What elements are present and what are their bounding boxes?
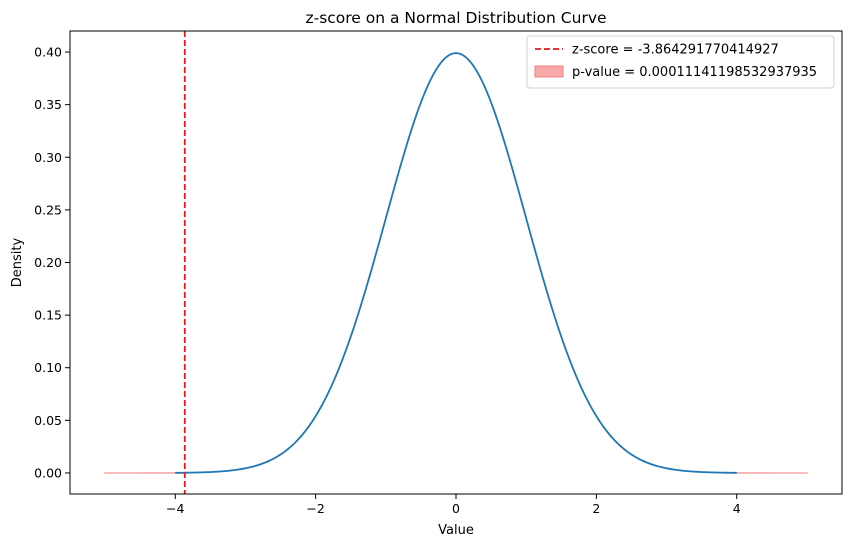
y-tick-label: 0.35 bbox=[34, 97, 62, 112]
y-tick-label: 0.10 bbox=[34, 360, 62, 375]
chart-title: z-score on a Normal Distribution Curve bbox=[305, 9, 606, 27]
y-tick-label: 0.05 bbox=[34, 413, 62, 428]
x-tick-label: 2 bbox=[592, 501, 600, 516]
y-tick-label: 0.30 bbox=[34, 150, 62, 165]
x-tick-label: 4 bbox=[733, 501, 741, 516]
legend-pvalue-swatch bbox=[535, 66, 563, 77]
curve-layer bbox=[175, 53, 736, 473]
y-ticks: 0.00 0.05 0.10 0.15 0.20 0.25 0.30 0.35 0.40 bbox=[34, 45, 70, 481]
normal-curve-line bbox=[175, 53, 736, 473]
legend-zscore-label: z-score = -3.864291770414927 bbox=[572, 43, 779, 58]
legend-pvalue-label: p-value = 0.00011141198532937935 bbox=[572, 65, 817, 80]
x-tick-label: −4 bbox=[166, 501, 184, 516]
y-axis-label: Density bbox=[10, 237, 25, 287]
y-tick-label: 0.15 bbox=[34, 308, 62, 323]
legend: z-score = -3.864291770414927 p-value = 0.… bbox=[527, 36, 834, 88]
x-tick-label: 0 bbox=[452, 501, 460, 516]
y-tick-label: 0.40 bbox=[34, 45, 62, 60]
x-axis-label: Value bbox=[438, 523, 474, 538]
y-tick-label: 0.20 bbox=[34, 255, 62, 270]
y-tick-label: 0.25 bbox=[34, 202, 62, 217]
axes-frame bbox=[70, 31, 842, 494]
x-ticks: −4 −2 0 2 4 bbox=[166, 494, 741, 516]
y-tick-label: 0.00 bbox=[34, 465, 62, 480]
x-tick-label: −2 bbox=[306, 501, 324, 516]
